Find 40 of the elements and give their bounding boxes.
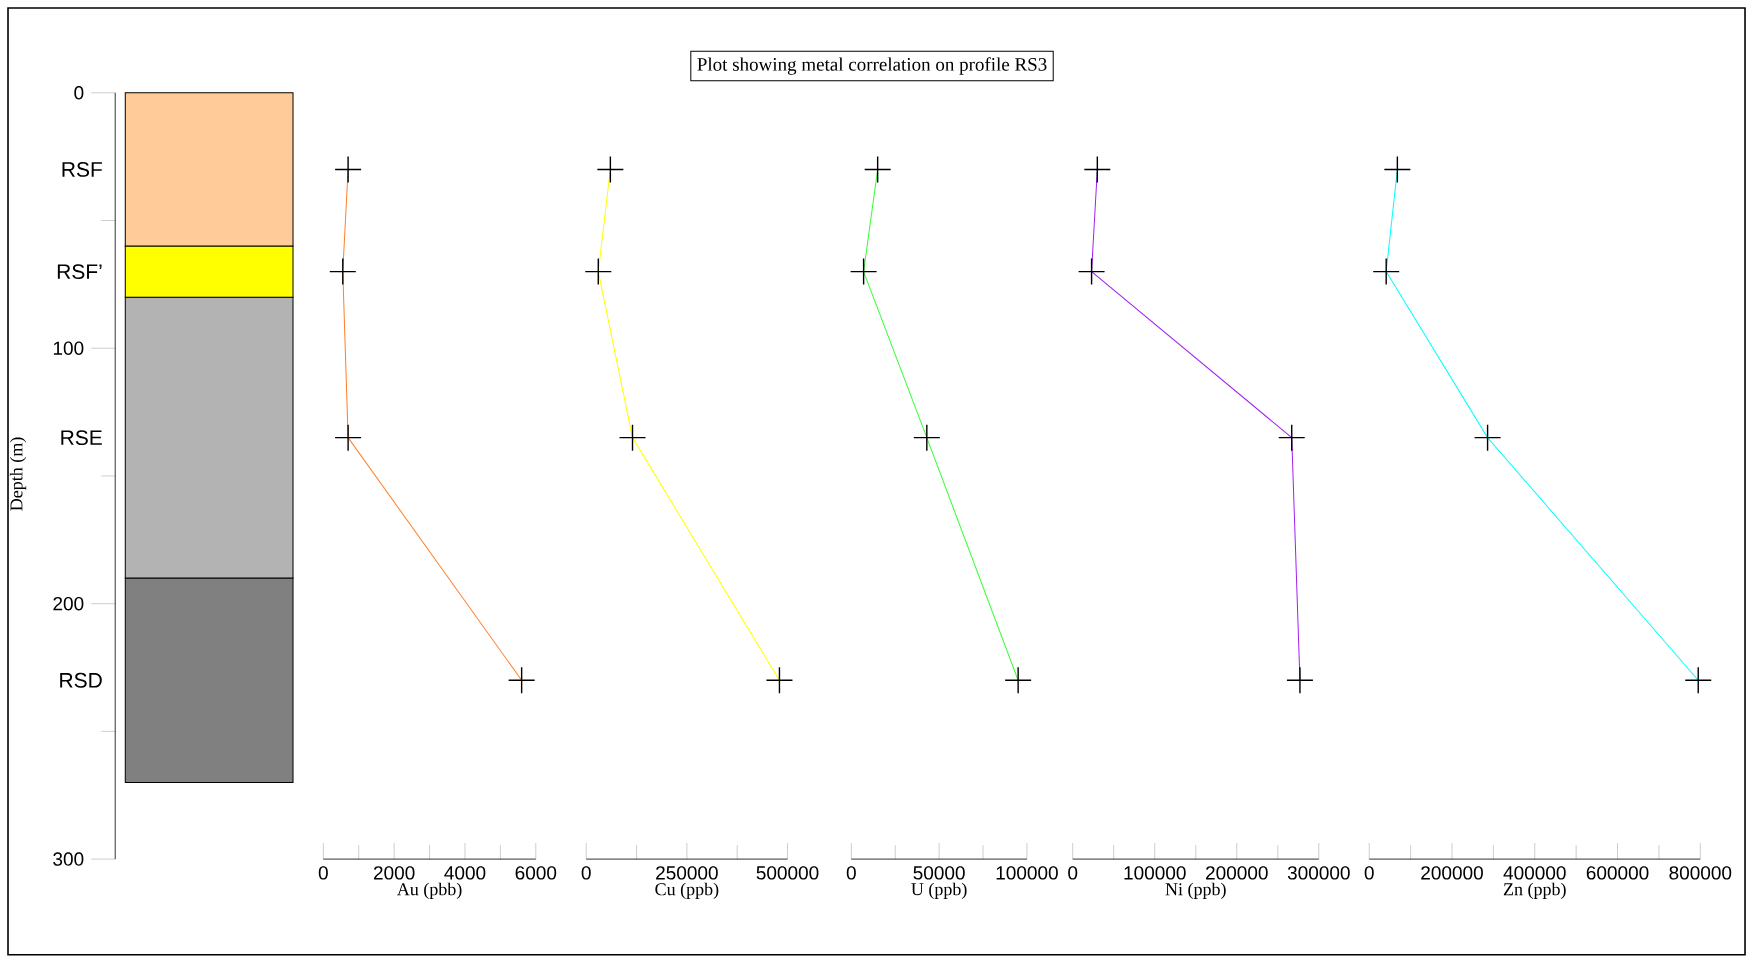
x-axis-title: U (ppb) xyxy=(911,882,967,899)
chart-title: Plot showing metal correlation on profile RS3 xyxy=(697,57,1047,75)
x-tick-label: 50000 xyxy=(913,866,965,880)
y-tick-label: 200 xyxy=(53,596,84,611)
x-tick-label: 500000 xyxy=(756,866,819,880)
series-label: RSF’ xyxy=(57,264,102,280)
point xyxy=(335,156,362,183)
point xyxy=(913,424,940,451)
point xyxy=(1373,258,1400,285)
point xyxy=(335,424,362,451)
y-tick-label: 100 xyxy=(53,341,84,355)
x-tick-label: 200000 xyxy=(1421,866,1483,880)
x-tick-label: 200000 xyxy=(1206,866,1268,880)
x-tick-label: 300000 xyxy=(1287,866,1350,880)
x-tick-label: 4000 xyxy=(444,866,486,880)
x-tick-label: 0 xyxy=(846,866,856,880)
x-tick-label: 0 xyxy=(581,866,591,880)
y-tick-label: 0 xyxy=(74,86,84,100)
x-axis-title: Zn (ppb) xyxy=(1503,882,1566,899)
y-axis-title: Depth (m) xyxy=(9,437,27,511)
x-tick-label: 0 xyxy=(1364,866,1374,880)
x-tick-label: 100000 xyxy=(1124,866,1186,880)
x-tick-label: 250000 xyxy=(656,866,718,880)
series-label: RSD xyxy=(60,672,102,688)
point xyxy=(1005,667,1032,694)
point xyxy=(1286,667,1313,694)
x-tick-label: 800000 xyxy=(1669,866,1732,880)
x-axis-title: Ni (ppb) xyxy=(1165,882,1226,899)
x-tick-label: 2000 xyxy=(373,866,415,880)
x-axis-title: Au (pbb) xyxy=(397,882,462,899)
x-axis-title: Cu (ppb) xyxy=(655,882,719,899)
series-label: RSE xyxy=(61,430,102,446)
x-tick-label: 6000 xyxy=(515,866,557,880)
series-label: RSF xyxy=(62,162,102,177)
y-tick-label: 300 xyxy=(53,852,84,866)
x-tick-label: 0 xyxy=(1068,866,1078,880)
x-tick-label: 400000 xyxy=(1503,866,1566,880)
x-tick-label: 600000 xyxy=(1586,866,1649,880)
x-tick-label: 0 xyxy=(318,866,328,880)
x-tick-label: 100000 xyxy=(996,866,1058,880)
